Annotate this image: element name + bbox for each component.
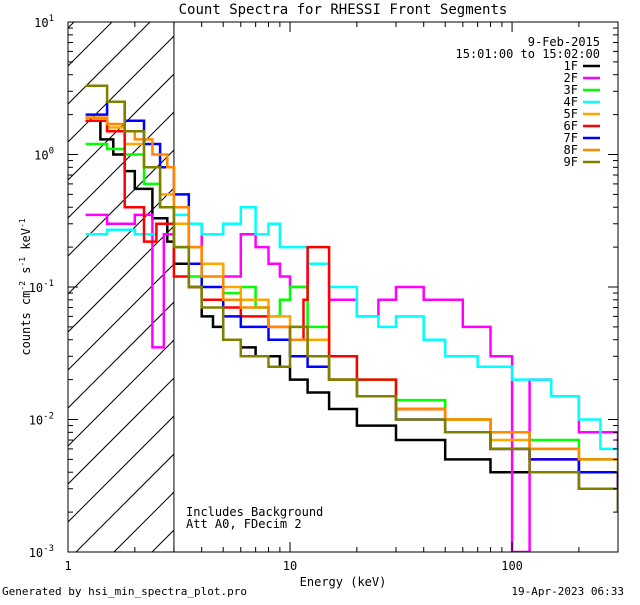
hatch-line <box>68 415 174 523</box>
hatch-line <box>68 22 151 105</box>
legend-label-1F: 1F <box>564 59 578 73</box>
date-label: 9-Feb-2015 <box>528 35 600 49</box>
chart-title: Count Spectra for RHESSI Front Segments <box>179 2 508 18</box>
legend-label-4F: 4F <box>564 95 578 109</box>
annotation-background: Includes Background <box>186 505 323 519</box>
y-tick-label: 10-1 <box>29 279 54 295</box>
hatch-line <box>68 377 174 485</box>
y-tick-label: 101 <box>34 14 54 30</box>
legend-label-8F: 8F <box>564 143 578 157</box>
legend-label-7F: 7F <box>564 131 578 145</box>
hatch-line <box>68 225 174 333</box>
x-axis-label: Energy (keV) <box>300 575 387 589</box>
y-tick-label: 10-3 <box>29 544 54 560</box>
legend-label-2F: 2F <box>564 71 578 85</box>
y-tick-label: 10-2 <box>29 412 54 428</box>
footer-generator: Generated by hsi_min_spectra_plot.pro <box>2 585 247 598</box>
y-tick-label: 100 <box>34 147 54 163</box>
x-tick-label: 10 <box>283 559 297 573</box>
footer-timestamp: 19-Apr-2023 06:33 <box>511 585 624 598</box>
legend-label-3F: 3F <box>564 83 578 97</box>
legend-label-9F: 9F <box>564 155 578 169</box>
hatch-line <box>68 187 174 295</box>
x-tick-label: 100 <box>501 559 523 573</box>
series-layer <box>85 84 618 552</box>
x-tick-label: 1 <box>64 559 71 573</box>
y-axis-label: counts cm-2 s-1 keV-1 <box>18 218 33 355</box>
axes: 1 10 100 101 100 10-1 10-2 10-3 <box>29 14 619 573</box>
legend-label-5F: 5F <box>564 107 578 121</box>
legend-label-6F: 6F <box>564 119 578 133</box>
series-line-8F <box>85 116 618 473</box>
hatch-line <box>68 149 174 257</box>
hatch-line <box>68 35 174 143</box>
background-hatch-region <box>68 22 174 552</box>
annotation-attenuator: Att A0, FDecim 2 <box>186 517 302 531</box>
series-line-9F <box>85 84 618 513</box>
time-range-label: 15:01:00 to 15:02:00 <box>456 47 601 61</box>
hatch-line <box>68 22 113 67</box>
